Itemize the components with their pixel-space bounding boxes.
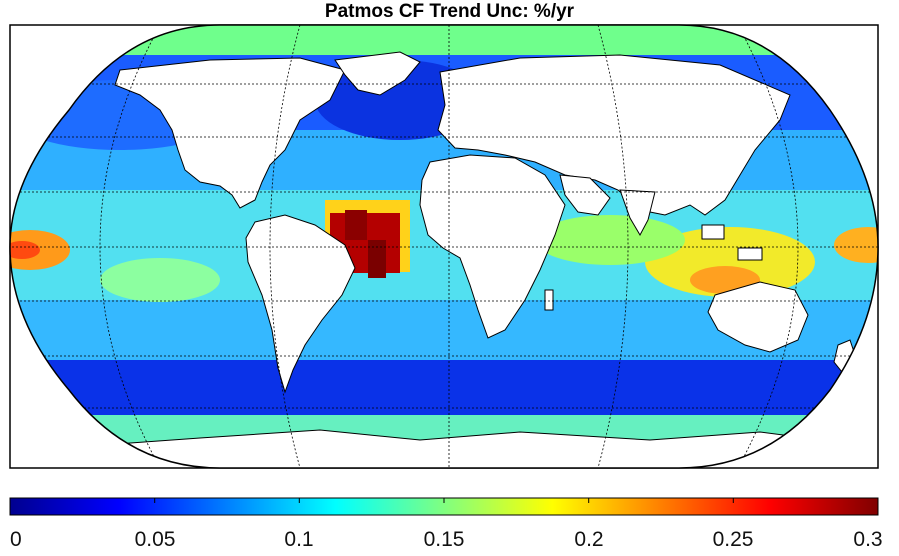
land-madagascar — [544, 289, 554, 311]
pacific-dateline-hotspot-east — [834, 227, 878, 263]
colorbar-ticks — [9, 498, 879, 503]
atlantic-hotspot-core — [345, 210, 367, 240]
colorbar-tick-6: 0.3 — [853, 528, 883, 551]
land-australia — [707, 281, 809, 353]
colorbar-tick-5: 0.25 — [712, 528, 754, 551]
map-title: Patmos CF Trend Unc: %/yr — [324, 1, 575, 22]
band-southern-ocean — [10, 360, 878, 415]
globe-outline — [9, 24, 879, 469]
colorbar-tick-2: 0.1 — [284, 528, 314, 551]
land-arabia — [559, 174, 611, 216]
indonesia-hotspot — [645, 227, 815, 297]
land-indonesia-a — [701, 224, 725, 240]
indian-ocean-band — [535, 215, 685, 265]
land-antarctica — [10, 429, 878, 468]
colorbar-tick-0: 0 — [10, 528, 22, 551]
colorbar-tick-3: 0.15 — [423, 528, 465, 551]
land-eurasia — [437, 54, 791, 216]
colorbar-tick-1: 0.05 — [134, 528, 176, 551]
land-south-america — [245, 214, 356, 394]
graticule — [10, 25, 878, 468]
pacific-dateline-core-west — [10, 241, 40, 259]
land-indonesia-b — [737, 247, 763, 261]
land-africa — [419, 154, 566, 339]
east-pacific-green — [100, 258, 220, 302]
band-arctic — [10, 25, 878, 55]
colorbar-tick-4: 0.2 — [574, 528, 604, 551]
atlantic-hotspot-tail — [368, 240, 386, 278]
land-north-america — [114, 57, 346, 209]
